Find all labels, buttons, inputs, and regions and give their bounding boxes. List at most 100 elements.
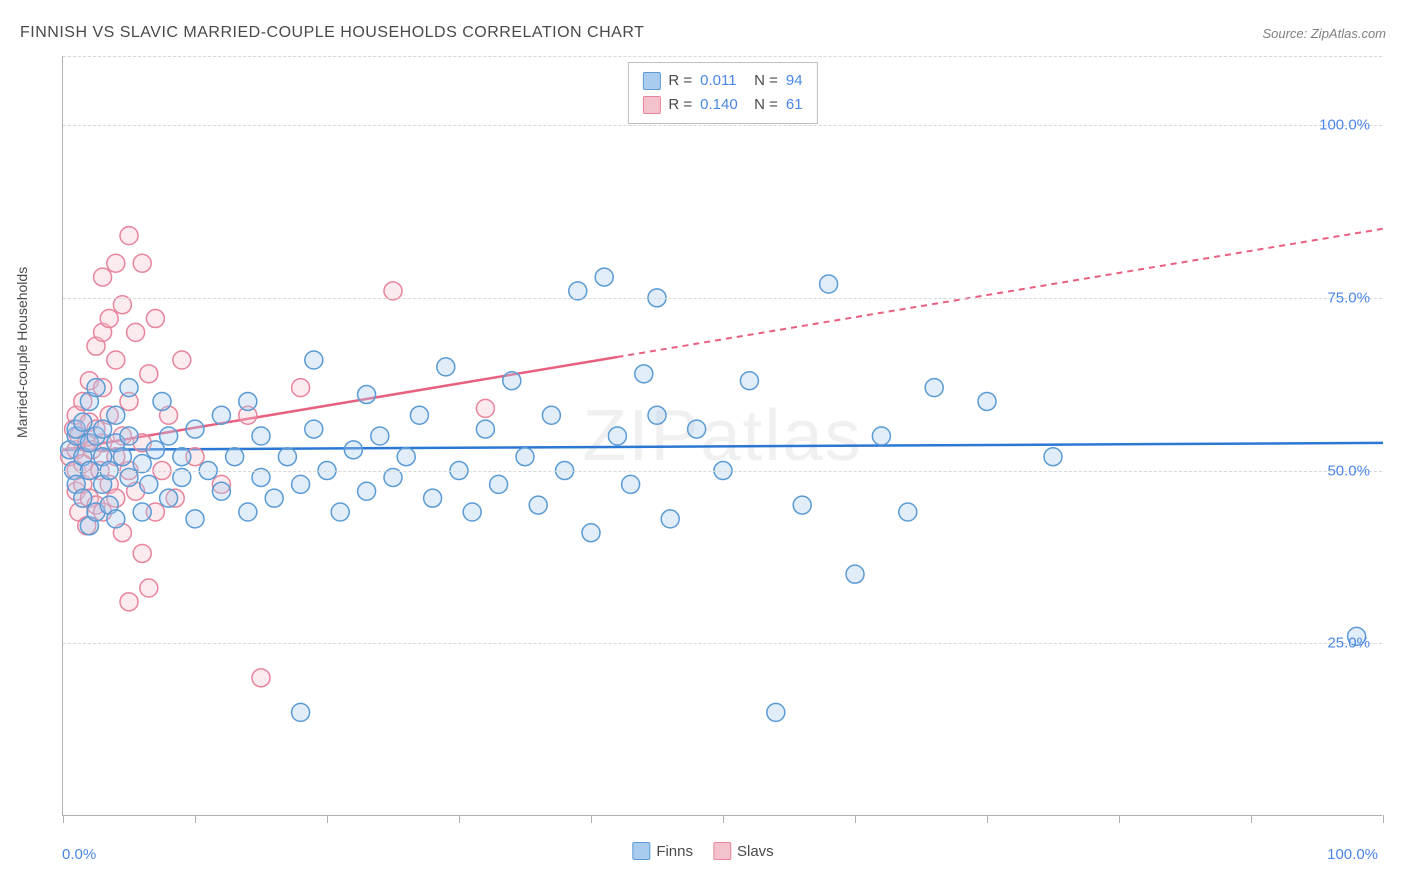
slavs-point[interactable] [133, 544, 151, 562]
finns-point[interactable] [358, 386, 376, 404]
finns-point[interactable] [635, 365, 653, 383]
finns-point[interactable] [410, 406, 428, 424]
y-tick-label: 50.0% [1327, 462, 1370, 479]
finns-point[interactable] [74, 413, 92, 431]
finns-point[interactable] [186, 510, 204, 528]
finns-point[interactable] [899, 503, 917, 521]
y-tick-label: 75.0% [1327, 289, 1370, 306]
slavs-point[interactable] [107, 254, 125, 272]
finns-point[interactable] [397, 448, 415, 466]
finns-point[interactable] [160, 489, 178, 507]
finns-point[interactable] [371, 427, 389, 445]
slavs-point[interactable] [133, 254, 151, 272]
finns-point[interactable] [87, 379, 105, 397]
finns-point[interactable] [107, 406, 125, 424]
finns-point[interactable] [113, 448, 131, 466]
slavs-point[interactable] [292, 379, 310, 397]
finns-point[interactable] [503, 372, 521, 390]
finns-point[interactable] [1044, 448, 1062, 466]
slavs-point[interactable] [146, 310, 164, 328]
finns-point[interactable] [424, 489, 442, 507]
finns-point[interactable] [872, 427, 890, 445]
finns-point[interactable] [688, 420, 706, 438]
x-tick [1119, 815, 1120, 823]
finns-point[interactable] [331, 503, 349, 521]
n-label: N = [754, 93, 778, 117]
y-axis-label: Married-couple Households [14, 267, 30, 438]
finns-point[interactable] [358, 482, 376, 500]
finns-point[interactable] [292, 475, 310, 493]
finns-point[interactable] [582, 524, 600, 542]
finns-point[interactable] [153, 392, 171, 410]
finns-point[interactable] [846, 565, 864, 583]
legend-item[interactable]: Slavs [713, 842, 774, 860]
finns-point[interactable] [820, 275, 838, 293]
finns-point[interactable] [160, 427, 178, 445]
finns-point[interactable] [173, 448, 191, 466]
finns-point[interactable] [146, 441, 164, 459]
slavs-point[interactable] [107, 351, 125, 369]
finns-point[interactable] [344, 441, 362, 459]
finns-point[interactable] [140, 475, 158, 493]
finns-point[interactable] [476, 420, 494, 438]
finns-point[interactable] [305, 351, 323, 369]
finns-point[interactable] [793, 496, 811, 514]
slavs-point[interactable] [476, 399, 494, 417]
title-bar: FINNISH VS SLAVIC MARRIED-COUPLE HOUSEHO… [20, 24, 1386, 42]
finns-point[interactable] [120, 427, 138, 445]
legend-swatch [713, 842, 731, 860]
slavs-point[interactable] [140, 579, 158, 597]
r-value: 0.140 [700, 93, 746, 117]
finns-point[interactable] [463, 503, 481, 521]
slavs-point[interactable] [252, 669, 270, 687]
finns-point[interactable] [278, 448, 296, 466]
slavs-point[interactable] [94, 268, 112, 286]
finns-point[interactable] [305, 420, 323, 438]
finns-point[interactable] [978, 392, 996, 410]
x-tick [855, 815, 856, 823]
slavs-point[interactable] [140, 365, 158, 383]
finns-point[interactable] [212, 406, 230, 424]
finns-point[interactable] [740, 372, 758, 390]
finns-point[interactable] [529, 496, 547, 514]
finns-point[interactable] [239, 503, 257, 521]
y-tick-label: 100.0% [1319, 117, 1370, 134]
finns-point[interactable] [292, 703, 310, 721]
finns-point[interactable] [490, 475, 508, 493]
finns-point[interactable] [595, 268, 613, 286]
finns-point[interactable] [252, 427, 270, 445]
finns-point[interactable] [94, 420, 112, 438]
finns-point[interactable] [767, 703, 785, 721]
finns-point[interactable] [661, 510, 679, 528]
finns-point[interactable] [925, 379, 943, 397]
finns-point[interactable] [622, 475, 640, 493]
finns-point[interactable] [542, 406, 560, 424]
gridline [63, 298, 1382, 299]
y-tick-label: 25.0% [1327, 635, 1370, 652]
slavs-point[interactable] [127, 323, 145, 341]
finns-point[interactable] [265, 489, 283, 507]
finns-point[interactable] [226, 448, 244, 466]
x-tick [723, 815, 724, 823]
finns-point[interactable] [74, 489, 92, 507]
legend-item[interactable]: Finns [632, 842, 693, 860]
slavs-point[interactable] [100, 310, 118, 328]
gridline [63, 471, 1382, 472]
finns-point[interactable] [107, 510, 125, 528]
finns-point[interactable] [186, 420, 204, 438]
finns-point[interactable] [212, 482, 230, 500]
finns-point[interactable] [516, 448, 534, 466]
finns-point[interactable] [437, 358, 455, 376]
slavs-point[interactable] [120, 593, 138, 611]
slavs-point[interactable] [173, 351, 191, 369]
finns-point[interactable] [133, 503, 151, 521]
n-value: 94 [786, 69, 803, 93]
stats-swatch [642, 96, 660, 114]
stats-row: R =0.140N =61 [642, 93, 802, 117]
finns-point[interactable] [648, 406, 666, 424]
finns-point[interactable] [608, 427, 626, 445]
finns-point[interactable] [120, 379, 138, 397]
slavs-point[interactable] [120, 227, 138, 245]
n-value: 61 [786, 93, 803, 117]
finns-point[interactable] [239, 392, 257, 410]
